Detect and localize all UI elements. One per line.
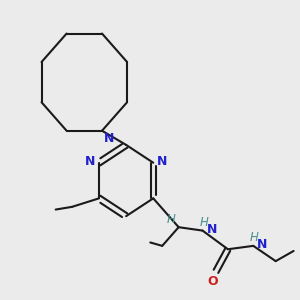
- Text: N: N: [85, 154, 95, 167]
- Text: N: N: [207, 223, 218, 236]
- Text: H: H: [167, 213, 176, 226]
- Text: N: N: [157, 154, 167, 167]
- Text: H: H: [200, 216, 208, 229]
- Text: H: H: [250, 231, 258, 244]
- Text: N: N: [103, 132, 114, 145]
- Text: N: N: [257, 238, 268, 251]
- Text: O: O: [208, 275, 218, 288]
